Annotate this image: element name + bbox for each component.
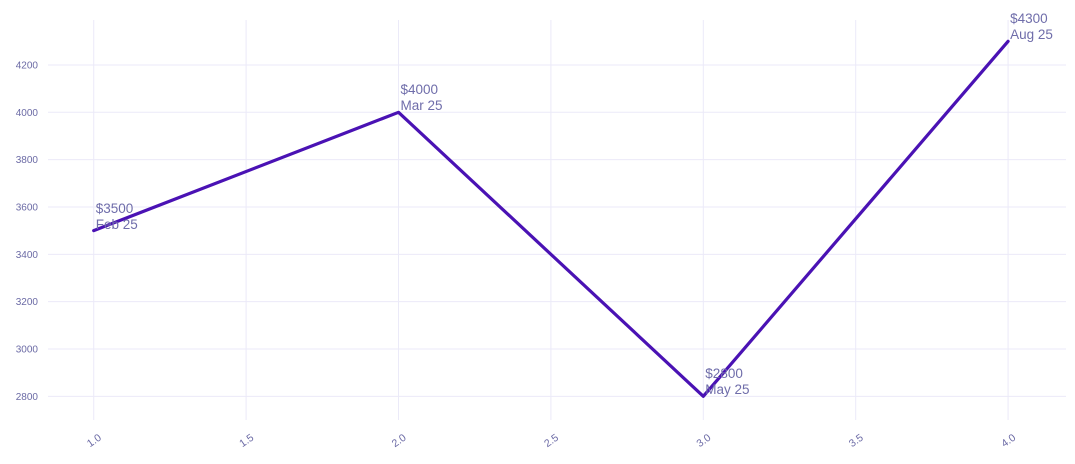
y-tick-label: 3000: [16, 344, 39, 355]
y-tick-label: 4200: [16, 60, 39, 71]
y-tick-label: 3400: [16, 250, 39, 261]
series-line: [92, 39, 1010, 398]
x-tick-label: 3.5: [847, 432, 866, 450]
x-tick-label: 4.0: [999, 432, 1018, 450]
x-tick-label: 3.0: [694, 432, 713, 450]
y-tick-label: 2800: [16, 392, 39, 403]
y-tick-label: 3200: [16, 297, 39, 308]
y-tick-label: 4000: [16, 108, 39, 119]
x-tick-label: 2.5: [542, 432, 561, 450]
x-tick-label: 2.0: [390, 432, 409, 450]
y-tick-label: 3800: [16, 155, 39, 166]
x-tick-label: 1.5: [237, 432, 256, 450]
y-tick-label: 3600: [16, 202, 39, 213]
x-tick-label: 1.0: [85, 432, 104, 450]
